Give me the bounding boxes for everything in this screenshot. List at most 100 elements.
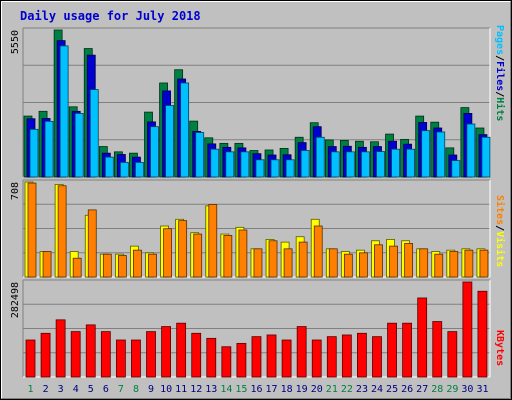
pages-bar-day-3 bbox=[59, 45, 69, 178]
day-label-8: 8 bbox=[133, 384, 139, 395]
day-label-21: 21 bbox=[326, 384, 338, 395]
kbytes-bar-day-2 bbox=[40, 332, 51, 378]
sites-bar-day-27 bbox=[419, 248, 429, 278]
kbytes-bar-day-25 bbox=[387, 322, 397, 378]
pages-bar-day-4 bbox=[74, 113, 84, 178]
sites-bar-day-14 bbox=[223, 235, 233, 278]
kbytes-bar-day-22 bbox=[341, 334, 352, 378]
kbytes-bar-day-8 bbox=[131, 339, 141, 378]
day-label-5: 5 bbox=[88, 384, 94, 395]
pages-bar-day-8 bbox=[135, 162, 144, 178]
day-label-31: 31 bbox=[476, 384, 488, 395]
sites-bar-day-31 bbox=[479, 249, 489, 278]
pages-bar-day-6 bbox=[104, 156, 114, 178]
day-label-27: 27 bbox=[416, 384, 428, 395]
sites-bar-day-13 bbox=[208, 204, 218, 278]
day-label-3: 3 bbox=[58, 384, 64, 395]
pages-bar-day-16 bbox=[255, 159, 265, 178]
kbytes-bar-day-6 bbox=[100, 331, 111, 378]
sites-bar-day-3 bbox=[57, 185, 67, 278]
pages-bar-day-13 bbox=[210, 148, 220, 178]
day-label-24: 24 bbox=[371, 384, 383, 395]
pages-bar-day-26 bbox=[406, 148, 416, 178]
panel2-ymax-label: 708 bbox=[10, 182, 21, 200]
legend-visits: Visits bbox=[494, 231, 506, 267]
sites-bar-day-2 bbox=[42, 251, 52, 278]
hits-files-pages-panel bbox=[22, 27, 491, 178]
kbytes-bar-day-15 bbox=[236, 342, 247, 378]
pages-bar-day-12 bbox=[195, 132, 205, 178]
pages-bar-day-29 bbox=[451, 160, 461, 178]
kbytes-bar-day-7 bbox=[115, 339, 126, 378]
legend-sep-1: / bbox=[494, 55, 505, 61]
sites-bar-day-10 bbox=[163, 228, 172, 278]
sites-bar-day-24 bbox=[374, 244, 383, 278]
day-axis-labels: 1 2 3 4 5 6 7 8 9 10 11 12 13 14 15 16 17 18 19 20 21 22 23 24 2… bbox=[28, 384, 489, 395]
sites-bar-day-11 bbox=[178, 220, 188, 278]
kbytes-panel bbox=[22, 279, 491, 378]
kbytes-bar-day-4 bbox=[70, 331, 81, 378]
sites-bar-day-29 bbox=[449, 251, 459, 278]
sites-bar-day-12 bbox=[193, 233, 203, 278]
day-label-25: 25 bbox=[386, 384, 398, 395]
kbytes-bar-day-16 bbox=[251, 336, 262, 378]
day-label-26: 26 bbox=[401, 384, 413, 395]
chart-title: Daily usage for July 2018 bbox=[20, 9, 201, 23]
sites-bar-day-15 bbox=[238, 229, 248, 278]
sites-bar-day-22 bbox=[343, 253, 353, 278]
pages-bar-day-2 bbox=[44, 120, 54, 178]
legend-sep-3: / bbox=[494, 225, 505, 231]
day-label-30: 30 bbox=[461, 384, 473, 395]
kbytes-bar-day-27 bbox=[417, 297, 428, 378]
kbytes-bar-day-26 bbox=[402, 322, 413, 378]
pages-bar-day-5 bbox=[89, 89, 99, 178]
sites-bar-day-18 bbox=[283, 248, 293, 278]
pages-bar-day-22 bbox=[345, 151, 355, 178]
legend-panel2: Sites/Visits bbox=[494, 195, 506, 267]
pages-bar-day-30 bbox=[466, 123, 476, 178]
legend-kbytes: KBytes bbox=[494, 330, 505, 366]
day-label-16: 16 bbox=[250, 384, 262, 395]
pages-bar-day-7 bbox=[119, 162, 129, 178]
day-label-1: 1 bbox=[28, 384, 34, 395]
pages-bar-day-25 bbox=[391, 148, 400, 178]
sites-bar-day-21 bbox=[328, 248, 338, 278]
kbytes-bar-day-29 bbox=[447, 331, 458, 378]
sites-bar-day-5 bbox=[87, 209, 97, 278]
pages-bar-day-31 bbox=[481, 136, 491, 178]
panel1-ymax-label: 5550 bbox=[10, 30, 21, 54]
pages-bar-day-21 bbox=[330, 151, 340, 178]
legend-hits: Hits bbox=[494, 97, 506, 121]
pages-bar-day-11 bbox=[180, 82, 190, 178]
sites-bar-day-23 bbox=[359, 252, 368, 278]
sites-bar-day-17 bbox=[268, 240, 278, 278]
sites-bar-day-25 bbox=[389, 245, 398, 278]
day-label-11: 11 bbox=[175, 384, 187, 395]
day-label-22: 22 bbox=[341, 384, 353, 395]
kbytes-bar-day-31 bbox=[477, 290, 488, 378]
legend-panel3: KBytes bbox=[494, 330, 505, 366]
kbytes-bar-day-12 bbox=[191, 332, 202, 378]
day-label-23: 23 bbox=[356, 384, 368, 395]
kbytes-bar-day-11 bbox=[176, 322, 187, 378]
sites-bar-day-8 bbox=[133, 249, 142, 278]
pages-bar-day-15 bbox=[240, 151, 250, 178]
sites-bar-day-7 bbox=[117, 255, 127, 278]
pages-bar-day-9 bbox=[150, 126, 159, 178]
day-label-6: 6 bbox=[103, 384, 109, 395]
day-label-9: 9 bbox=[148, 384, 154, 395]
sites-bar-day-6 bbox=[102, 253, 112, 278]
day-label-18: 18 bbox=[281, 384, 293, 395]
day-label-19: 19 bbox=[296, 384, 308, 395]
day-label-12: 12 bbox=[190, 384, 202, 395]
kbytes-bar-day-23 bbox=[357, 332, 367, 378]
kbytes-bar-day-18 bbox=[281, 339, 292, 378]
kbytes-bar-day-24 bbox=[372, 336, 382, 378]
sites-bar-day-28 bbox=[434, 253, 444, 278]
day-label-10: 10 bbox=[160, 384, 172, 395]
pages-bar-day-23 bbox=[361, 151, 370, 178]
pages-bar-day-10 bbox=[165, 105, 174, 178]
panel3-ymax-label: 282498 bbox=[10, 282, 21, 318]
day-label-2: 2 bbox=[43, 384, 49, 395]
